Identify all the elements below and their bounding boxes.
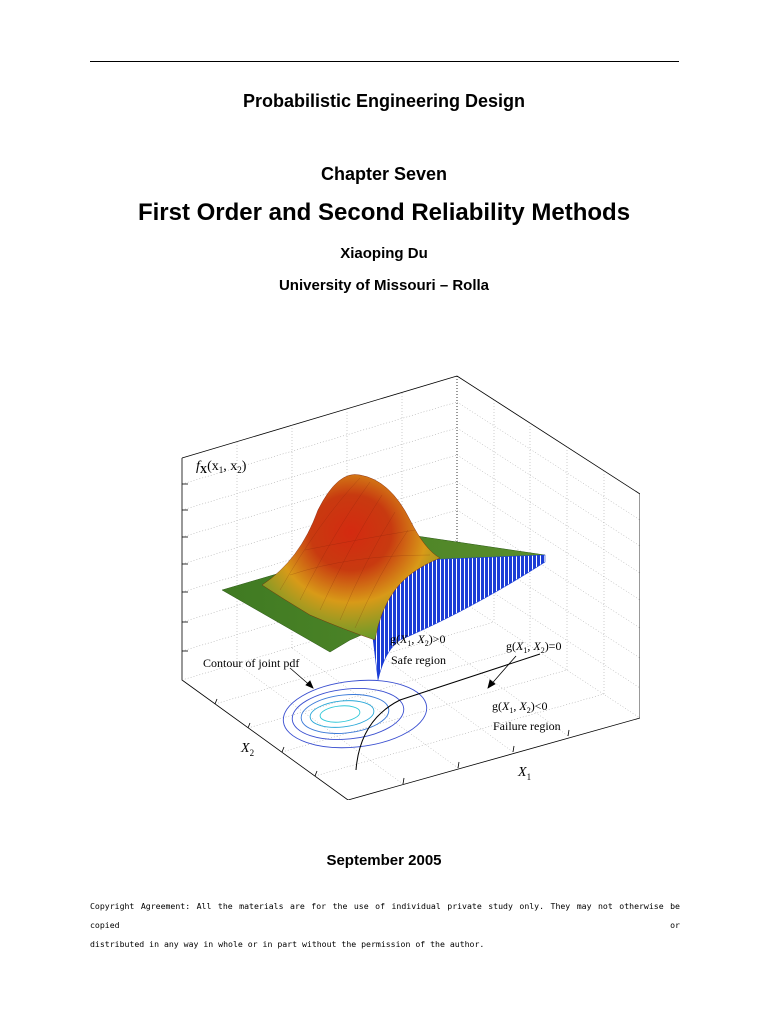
x1-axis-label: X1 bbox=[517, 765, 531, 782]
limit-state-label: g(X1, X2)=0 bbox=[506, 639, 561, 655]
pdf-contours bbox=[282, 679, 428, 749]
copyright-line-1: Copyright Agreement: All the materials a… bbox=[90, 901, 680, 930]
author-affiliation: University of Missouri – Rolla bbox=[278, 277, 490, 294]
z-axis-label: fX(x1, x2) bbox=[196, 459, 247, 476]
axis-ticks bbox=[182, 483, 570, 785]
axes-box bbox=[181, 375, 640, 800]
limit-state-curve bbox=[355, 653, 541, 771]
chapter-heading: Chapter Seven bbox=[320, 164, 448, 184]
author-name: Xiaoping Du bbox=[340, 245, 428, 262]
failure-condition-label: g(X1, X2)<0 bbox=[492, 699, 547, 715]
contour-label: Contour of joint pdf bbox=[203, 656, 299, 670]
publication-date: September 2005 bbox=[326, 852, 442, 869]
copyright-line-2: distributed in any way in whole or in pa… bbox=[90, 939, 485, 949]
safe-condition-label: g(X1, X2)>0 bbox=[390, 632, 445, 648]
joint-pdf-figure: fX(x1, x2) Contour of joint pdf g(X1, X2… bbox=[181, 375, 640, 800]
failure-region-label: Failure region bbox=[493, 719, 561, 733]
chapter-title: First Order and Second Reliability Metho… bbox=[137, 199, 631, 226]
copyright-notice: Copyright Agreement: All the materials a… bbox=[90, 897, 680, 954]
book-title: Probabilistic Engineering Design bbox=[242, 91, 526, 111]
pdf-peak-surface bbox=[261, 474, 441, 641]
x2-axis-label: X2 bbox=[240, 741, 254, 758]
top-rule bbox=[90, 61, 679, 62]
safe-region-label: Safe region bbox=[391, 653, 446, 667]
